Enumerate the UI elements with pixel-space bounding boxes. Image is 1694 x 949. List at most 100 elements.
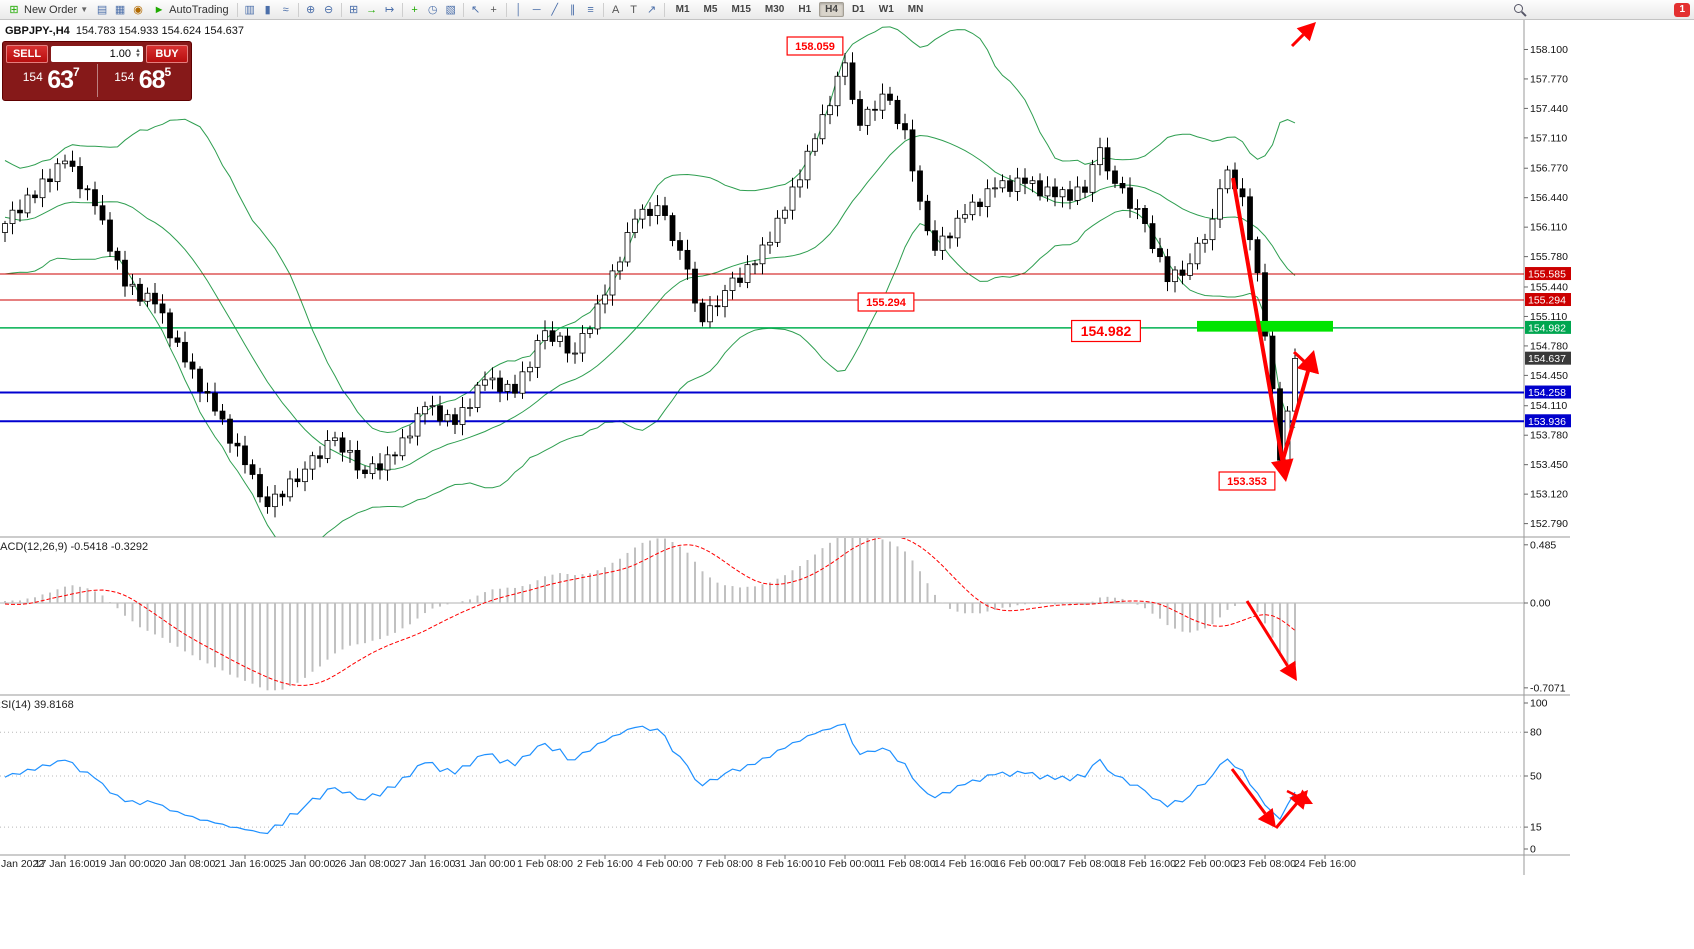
rsi-label: RSI(14) 39.8168 (0, 699, 74, 711)
macd-label: MACD(12,26,9) -0.5418 -0.3292 (0, 541, 149, 553)
rsi-scale-tick: 80 (1530, 727, 1542, 739)
alerts-icon[interactable]: ◉ (133, 4, 143, 16)
price-tick: 155.110 (1530, 311, 1567, 323)
line-chart-icon[interactable]: ≈ (282, 3, 289, 16)
indicators-icon[interactable]: + (411, 3, 418, 16)
trendline-icon[interactable]: ╱ (551, 4, 558, 16)
drawn-arrow-rsi-1[interactable] (1230, 768, 1267, 815)
price-tick: 154.110 (1530, 400, 1567, 412)
price-callout-text: 153.353 (1227, 476, 1267, 488)
timeframe-button-m30[interactable]: M30 (764, 4, 785, 15)
horizontal-line-icon[interactable]: ─ (532, 3, 541, 16)
zoom-in-icon[interactable]: ⊕ (306, 4, 316, 16)
price-tick: 157.770 (1530, 73, 1568, 85)
sell-button[interactable]: SELL (6, 45, 48, 63)
periods-icon[interactable]: ◷ (427, 4, 438, 16)
equidistant-channel-icon[interactable]: ∥ (569, 4, 576, 16)
price-callout-153.353[interactable] (1218, 471, 1276, 491)
buy-button[interactable]: BUY (146, 45, 188, 63)
buy-price-big: 68 (138, 66, 166, 94)
time-tick: Jan 2022 (1, 858, 44, 870)
axis-label-153.936: 153.936 (1528, 416, 1566, 428)
drawn-arrow-rsi-3[interactable] (1286, 789, 1300, 798)
time-tick: 20 Jan 08:00 (155, 858, 216, 870)
text-label-icon[interactable]: T (630, 3, 637, 16)
price-tick: 157.110 (1530, 132, 1567, 144)
volume-input[interactable] (53, 47, 134, 61)
time-tick: 27 Jan 16:00 (395, 858, 456, 870)
time-tick: 7 Feb 08:00 (697, 858, 753, 870)
drawn-arrow-rsi-2[interactable] (1274, 802, 1298, 829)
zoom-out-icon[interactable]: ⊖ (324, 4, 334, 16)
symbol-ohlc-info: GBPJPY-,H4 154.783 154.933 154.624 154.63… (5, 25, 244, 37)
spinner-down-icon[interactable]: ▼ (135, 53, 141, 59)
drawn-arrow-main-1[interactable] (1231, 177, 1285, 461)
macd-scale-tick: 0.00 (1530, 598, 1551, 610)
cursor-icon[interactable]: ↖ (471, 4, 481, 16)
auto-scroll-icon[interactable]: → (366, 3, 378, 16)
vertical-line-icon[interactable]: │ (515, 3, 523, 16)
timeframe-button-w1[interactable]: W1 (878, 4, 894, 15)
autotrading-button[interactable]: ► AutoTrading (148, 2, 233, 18)
rsi-scale-tick: 100 (1530, 698, 1548, 710)
time-tick: 24 Feb 16:00 (1294, 858, 1356, 870)
highlight-rectangle[interactable] (1197, 320, 1333, 332)
toolbar: ⊞ New Order ▼ ▤ ▦ ◉ ► AutoTrading ▥ ▮ ≈ ⊕ ⊖ ⊞ → ↦… (0, 0, 1694, 20)
price-tick: 153.780 (1530, 430, 1568, 442)
timeframe-button-m1[interactable]: M1 (675, 4, 690, 15)
search-icon[interactable] (1514, 4, 1527, 17)
price-tick: 156.440 (1530, 192, 1568, 204)
price-callout-text: 158.059 (795, 41, 835, 53)
new-order-label: New Order (24, 3, 78, 16)
drawn-arrow-main-2[interactable] (1278, 370, 1310, 471)
timeframe-button-h4[interactable]: H4 (819, 2, 844, 17)
crosshair-icon[interactable]: + (490, 3, 497, 16)
candlestick-chart-icon[interactable]: ▮ (264, 4, 271, 16)
arrows-icon[interactable]: ↗ (647, 4, 657, 16)
notification-badge[interactable]: 1 (1674, 3, 1690, 17)
timeframe-button-d1[interactable]: D1 (851, 4, 865, 15)
strategy-tester-icon[interactable]: ▦ (114, 4, 126, 16)
price-callout-154.982[interactable] (1071, 319, 1141, 343)
buy-price[interactable]: 154 685 (98, 64, 189, 97)
timeframe-button-h1[interactable]: H1 (798, 4, 812, 15)
drawn-arrow-main-4[interactable] (1290, 33, 1305, 48)
time-tick: 17 Jan 16:00 (35, 858, 96, 870)
spinner-up-icon[interactable]: ▲ (135, 48, 141, 54)
sell-price[interactable]: 154 637 (6, 64, 98, 97)
price-callout-158.059[interactable] (786, 36, 844, 56)
timeframe-button-m15[interactable]: M15 (731, 4, 751, 15)
rsi-line (4, 723, 1296, 835)
drawn-arrow-rsi-3-head (1295, 789, 1313, 805)
price-axis[interactable]: 158.100 157.770 157.440 157.110 156.770 156.4… (1524, 44, 1571, 530)
time-tick: 1 Feb 08:00 (517, 858, 573, 870)
tile-windows-icon[interactable]: ⊞ (349, 4, 359, 16)
timeframe-button-mn[interactable]: MN (907, 4, 924, 15)
timeframe-button-m5[interactable]: M5 (703, 4, 718, 15)
axis-label-154.637: 154.637 (1528, 353, 1566, 365)
terminals-icon[interactable]: ▤ (96, 4, 108, 16)
autotrading-label: AutoTrading (169, 3, 229, 16)
drawn-arrow-rsi-1-head (1257, 808, 1276, 828)
time-tick: 16 Feb 00:00 (994, 858, 1056, 870)
toolbar-separator (663, 2, 665, 17)
price-callout-155.294[interactable] (857, 292, 915, 312)
drawn-arrow-main-3[interactable] (1292, 350, 1306, 363)
rsi-scale-tick: 15 (1530, 822, 1542, 834)
toolbar-separator (236, 2, 238, 17)
new-order-button[interactable]: ⊞ New Order ▼ (3, 2, 92, 18)
drawn-arrow-macd-1-head (1279, 660, 1297, 681)
text-icon[interactable]: A (611, 3, 620, 16)
templates-icon[interactable]: ▧ (445, 4, 456, 16)
drawn-arrow-macd-1[interactable] (1245, 600, 1289, 667)
bar-chart-icon[interactable]: ▥ (244, 4, 255, 16)
volume-spinner[interactable]: ▲ ▼ (135, 48, 141, 59)
fibonacci-icon[interactable]: ≡ (587, 3, 594, 16)
axis-label-bg (1525, 293, 1571, 307)
price-tick: 156.770 (1530, 163, 1568, 175)
price-tick: 153.120 (1530, 489, 1568, 501)
chart-shift-icon[interactable]: ↦ (385, 4, 395, 16)
